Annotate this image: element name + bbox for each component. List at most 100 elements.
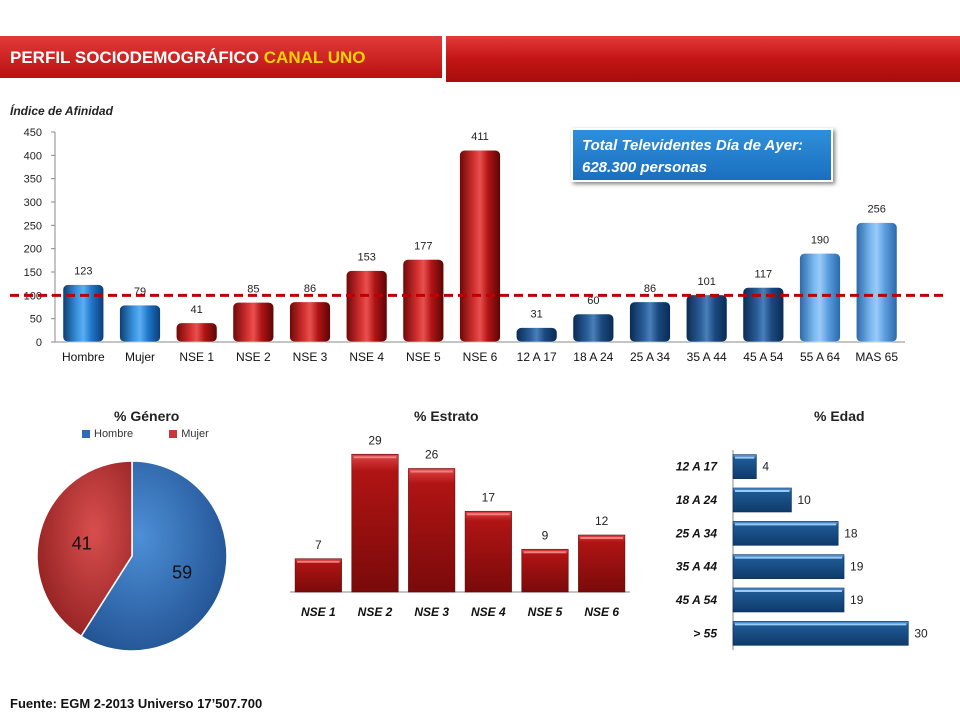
bar-18-a-24 bbox=[572, 313, 615, 343]
age-value-label: 4 bbox=[762, 460, 769, 474]
strata-category-label: NSE 1 bbox=[301, 605, 336, 619]
x-tick-label: Mujer bbox=[125, 350, 155, 364]
pie-value-label: 59 bbox=[172, 563, 192, 583]
title-panel: PERFIL SOCIODEMOGRÁFICO CANAL UNO bbox=[0, 36, 446, 82]
strata-value-label: 26 bbox=[425, 448, 439, 462]
legend-label-mujer: Mujer bbox=[181, 428, 209, 441]
strata-category-label: NSE 2 bbox=[358, 605, 393, 619]
total-viewers-callout: Total Televidentes Día de Ayer: 628.300 … bbox=[571, 128, 833, 182]
age-category-label: 25 A 34 bbox=[675, 526, 717, 540]
bar-value-label: 101 bbox=[697, 276, 715, 288]
age-chart-title: % Edad bbox=[814, 408, 865, 424]
x-tick-label: NSE 5 bbox=[406, 350, 441, 364]
source-footnote: Fuente: EGM 2-2013 Universo 17’507.700 bbox=[10, 696, 263, 711]
y-tick-label: 250 bbox=[24, 220, 42, 232]
strata-bar-nse-4 bbox=[464, 510, 512, 593]
bar-value-label: 123 bbox=[74, 266, 92, 278]
age-value-label: 18 bbox=[844, 526, 858, 540]
strata-bar-nse-2 bbox=[351, 453, 399, 593]
y-tick-label: 0 bbox=[36, 337, 42, 349]
bar-value-label: 256 bbox=[867, 204, 885, 216]
page-title: PERFIL SOCIODEMOGRÁFICO CANAL UNO bbox=[10, 48, 365, 68]
bar-12-a-17 bbox=[515, 327, 558, 343]
y-tick-label: 350 bbox=[24, 174, 42, 186]
legend-swatch-mujer bbox=[169, 430, 178, 439]
legend-swatch-hombre bbox=[82, 430, 90, 439]
strata-bar-nse-3 bbox=[408, 468, 456, 593]
pie-slice-hombre bbox=[80, 460, 228, 652]
x-tick-label: NSE 6 bbox=[463, 350, 498, 364]
x-tick-label: Hombre bbox=[62, 350, 105, 364]
y-tick-label: 150 bbox=[24, 267, 42, 279]
age-bar-35-a-44 bbox=[732, 554, 845, 579]
affinity-axis-label: Índice de Afinidad bbox=[10, 104, 113, 118]
x-tick-label: NSE 2 bbox=[236, 350, 271, 364]
y-tick-label: 450 bbox=[24, 127, 42, 139]
strata-value-label: 17 bbox=[482, 490, 496, 504]
bar-35-a-44 bbox=[685, 294, 728, 343]
bar-value-label: 60 bbox=[587, 295, 599, 307]
bar-mas-65 bbox=[855, 222, 898, 343]
x-tick-label: 45 A 54 bbox=[743, 350, 783, 364]
strata-bar-nse-6 bbox=[578, 534, 626, 593]
strata-category-label: NSE 3 bbox=[414, 605, 449, 619]
bar-value-label: 31 bbox=[531, 309, 543, 321]
bar-45-a-54 bbox=[742, 287, 785, 343]
title-main: PERFIL SOCIODEMOGRÁFICO bbox=[10, 48, 260, 67]
bar-value-label: 153 bbox=[357, 252, 375, 264]
y-tick-label: 300 bbox=[24, 197, 42, 209]
x-tick-label: 55 A 64 bbox=[800, 350, 840, 364]
bar-value-label: 85 bbox=[247, 283, 259, 295]
bar-value-label: 411 bbox=[471, 131, 489, 143]
age-category-label: 45 A 54 bbox=[675, 593, 717, 607]
bar-value-label: 117 bbox=[755, 268, 773, 280]
age-bar-chart: 4 12 A 17 10 18 A 24 18 25 A 34 19 35 A 44 19 45 … bbox=[675, 450, 928, 650]
x-tick-label: 35 A 44 bbox=[687, 350, 727, 364]
pie-slice-mujer bbox=[36, 460, 133, 638]
bar-nse-1 bbox=[175, 322, 218, 343]
bar-value-label: 177 bbox=[414, 240, 432, 252]
y-tick-label: 400 bbox=[24, 150, 42, 162]
gender-chart-title: % Género bbox=[114, 408, 180, 424]
x-tick-label: NSE 1 bbox=[179, 350, 214, 364]
legend-label-hombre: Hombre bbox=[94, 428, 134, 441]
bar-nse-2 bbox=[232, 302, 275, 343]
x-tick-label: NSE 4 bbox=[349, 350, 384, 364]
x-tick-label: 25 A 34 bbox=[630, 350, 670, 364]
bar-hombre bbox=[62, 284, 105, 343]
x-tick-label: NSE 3 bbox=[293, 350, 328, 364]
y-tick-label: 200 bbox=[24, 244, 42, 256]
age-value-label: 30 bbox=[914, 626, 928, 640]
age-category-label: 12 A 17 bbox=[676, 460, 718, 474]
bar-55-a-64 bbox=[799, 253, 841, 343]
age-category-label: 18 A 24 bbox=[676, 493, 717, 507]
bar-value-label: 86 bbox=[644, 283, 656, 295]
callout-line2: 628.300 personas bbox=[582, 159, 708, 176]
strata-category-label: NSE 5 bbox=[528, 605, 563, 619]
affinity-bar-chart: 050100150200250300350400450 123Hombre79M… bbox=[10, 127, 945, 364]
bar-nse-6 bbox=[459, 149, 501, 343]
age-category-label: > 55 bbox=[693, 626, 717, 640]
pie-value-label: 41 bbox=[72, 533, 92, 553]
x-tick-label: 18 A 24 bbox=[573, 350, 613, 364]
y-tick-label: 50 bbox=[30, 314, 42, 326]
stratum-bar-chart: 7 NSE 1 29 NSE 2 26 NSE 3 17 NSE 4 9 NSE 5 12 NSE 6 bbox=[290, 433, 630, 619]
gender-legend: Hombre Mujer bbox=[82, 428, 209, 440]
age-category-label: 35 A 44 bbox=[676, 560, 717, 574]
gender-pie-chart: 59 41 bbox=[36, 460, 228, 652]
age-value-label: 19 bbox=[850, 593, 864, 607]
age-value-label: 19 bbox=[850, 560, 864, 574]
strata-value-label: 7 bbox=[315, 538, 322, 552]
strata-value-label: 29 bbox=[368, 433, 382, 447]
strata-value-label: 12 bbox=[595, 514, 609, 528]
strata-bar-nse-1 bbox=[294, 558, 342, 593]
age-bar-12-a-17 bbox=[732, 454, 757, 479]
bar-value-label: 86 bbox=[304, 283, 316, 295]
bar-value-label: 190 bbox=[811, 234, 829, 246]
strata-category-label: NSE 6 bbox=[584, 605, 619, 619]
bar-nse-3 bbox=[289, 301, 331, 343]
strata-value-label: 9 bbox=[542, 528, 549, 542]
bar-mujer bbox=[119, 304, 161, 343]
title-accent: CANAL UNO bbox=[263, 48, 366, 67]
x-tick-label: 12 A 17 bbox=[517, 350, 557, 364]
